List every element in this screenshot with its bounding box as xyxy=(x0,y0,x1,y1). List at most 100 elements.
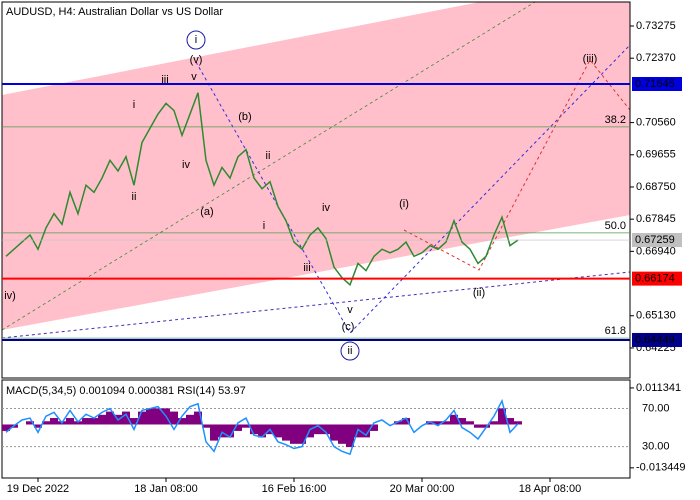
wave-line xyxy=(403,59,631,271)
macd-bar xyxy=(434,421,442,425)
macd-bar xyxy=(450,414,458,425)
macd-bar xyxy=(482,424,490,428)
wave-label: ii xyxy=(348,345,353,357)
fib-label: 38.2 xyxy=(605,114,626,126)
macd-bar xyxy=(82,418,90,425)
x-tick-label: 16 Feb 16:00 xyxy=(262,483,327,495)
y-tick-label: 0.68750 xyxy=(636,181,676,193)
macd-bar xyxy=(330,424,338,441)
wave-circle xyxy=(186,30,206,50)
macd-bar xyxy=(242,424,250,428)
macd-bar xyxy=(146,408,154,425)
rsi-line xyxy=(5,398,519,456)
macd-bar xyxy=(50,418,58,425)
wave-label: (a) xyxy=(200,206,213,218)
wave-label: (iii) xyxy=(583,53,598,65)
x-tick-label: 18 Jan 08:00 xyxy=(134,483,198,495)
y-tick-label: 0.73275 xyxy=(636,20,676,32)
macd-bar xyxy=(258,424,266,438)
macd-bar xyxy=(514,421,522,425)
macd-bar xyxy=(426,421,434,425)
wave-label: iv) xyxy=(4,290,16,302)
macd-bar xyxy=(210,424,218,441)
wave-label: v xyxy=(347,304,353,316)
y-tick-label: 0.72370 xyxy=(636,52,676,64)
y-tick-label: 0.65130 xyxy=(636,310,676,322)
macd-bar xyxy=(26,421,34,425)
wave-label: (c) xyxy=(342,321,355,333)
level-box xyxy=(632,332,682,347)
macd-bar xyxy=(186,414,194,425)
macd-bar xyxy=(122,411,130,425)
y-tick-label: 0.70560 xyxy=(636,116,676,128)
wave-label: i xyxy=(133,99,135,111)
macd-bar xyxy=(178,418,186,425)
chart-title: AUDUSD, H4: Australian Dollar vs US Doll… xyxy=(6,6,223,18)
indicator-title: MACD(5,34,5) 0.001094 0.000381 RSI(14) 5… xyxy=(6,385,246,397)
macd-bar xyxy=(130,418,138,425)
macd-bar xyxy=(170,411,178,425)
x-tick-label: 20 Mar 00:00 xyxy=(390,483,455,495)
macd-bar xyxy=(346,424,354,448)
macd-bar xyxy=(2,424,10,431)
macd-bar xyxy=(202,424,210,428)
macd-bar xyxy=(42,421,50,425)
macd-bar xyxy=(362,424,370,438)
level-box xyxy=(632,271,682,286)
macd-bar xyxy=(370,424,378,431)
fib-label: 61.8 xyxy=(605,325,626,337)
macd-bar xyxy=(194,411,202,425)
macd-bar xyxy=(250,424,258,435)
wave-circle xyxy=(340,341,360,361)
macd-bar xyxy=(458,418,466,425)
macd-bar xyxy=(474,424,482,428)
wave-label: iii xyxy=(303,262,310,274)
y-tick-label: 0.011341 xyxy=(636,382,681,394)
wave-label: iv xyxy=(322,202,330,214)
level-label: 0.66174 xyxy=(635,273,675,285)
macd-bar xyxy=(90,418,98,425)
macd-bar xyxy=(106,411,114,425)
macd-bar xyxy=(34,424,42,428)
macd-bar xyxy=(218,424,226,438)
macd-bar xyxy=(442,421,450,425)
level-label: 0.71645 xyxy=(635,78,675,90)
current-price-box xyxy=(632,233,682,248)
macd-bar xyxy=(138,411,146,425)
macd-bar xyxy=(402,418,410,425)
macd-bar xyxy=(338,424,346,444)
macd-bar xyxy=(490,421,498,425)
macd-bar xyxy=(290,424,298,444)
price-line xyxy=(5,92,519,287)
wave-label: i xyxy=(263,220,265,232)
wave-label: iii xyxy=(161,74,168,86)
macd-bar xyxy=(154,408,162,425)
wave-label: ii xyxy=(266,150,271,162)
wave-label: i xyxy=(195,34,197,46)
macd-bar xyxy=(298,424,306,444)
macd-bar xyxy=(98,414,106,425)
macd-bar xyxy=(234,424,242,431)
channel-mid xyxy=(1,1,536,331)
level-box xyxy=(632,76,682,91)
macd-bar xyxy=(274,424,282,438)
wave-label: v xyxy=(191,71,197,83)
main-frame xyxy=(1,1,631,379)
macd-bar xyxy=(466,421,474,425)
macd-bar xyxy=(506,418,514,425)
y-tick-label: 0.67845 xyxy=(636,213,676,225)
wave-label: (b) xyxy=(238,111,251,123)
y-tick-label: -0.013449 xyxy=(636,462,686,474)
fib-label: 50.0 xyxy=(605,220,626,232)
macd-bar xyxy=(394,421,402,425)
y2-tick-label: 70.00 xyxy=(642,402,670,414)
wave-label: ii xyxy=(132,191,137,203)
current-price-label: 0.67259 xyxy=(635,234,675,246)
y-tick-label: 0.69655 xyxy=(636,149,676,161)
x-tick-label: 18 Apr 08:00 xyxy=(519,483,581,495)
wave-label: (i) xyxy=(399,198,409,210)
wave-label: (v) xyxy=(190,54,203,66)
wave-label: (ii) xyxy=(473,287,485,299)
y2-tick-label: 30.00 xyxy=(642,441,670,453)
